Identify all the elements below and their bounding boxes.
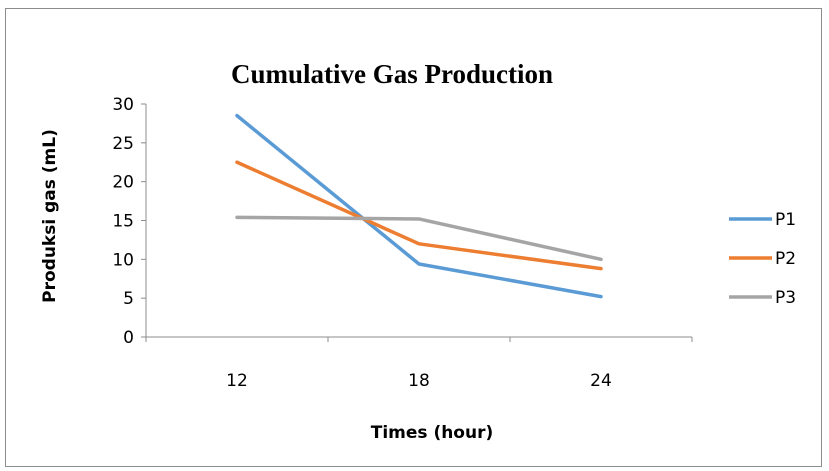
chart-title: Cumulative Gas Production — [231, 59, 553, 89]
y-tick-label: 25 — [112, 134, 134, 154]
y-axis-label: Produksi gas (mL) — [40, 129, 60, 303]
y-tick-label: 0 — [123, 328, 134, 348]
y-tick-label: 30 — [112, 95, 134, 115]
series-line-p1 — [235, 113, 603, 299]
y-tick-label: 20 — [112, 173, 134, 193]
x-tick-label: 24 — [590, 371, 612, 391]
legend-label-p3: P3 — [775, 288, 796, 308]
series-lines — [235, 113, 603, 299]
x-tick-label: 12 — [226, 371, 248, 391]
series-line-p2 — [235, 160, 603, 271]
x-tick-label: 18 — [408, 371, 430, 391]
legend: P1 P2 P3 — [729, 210, 796, 308]
y-tick-label: 10 — [112, 250, 134, 270]
chart-frame — [5, 8, 822, 467]
series-line-p3 — [235, 215, 603, 262]
x-axis-label: Times (hour) — [371, 423, 494, 443]
x-axis-ticks: 12 18 24 — [145, 337, 693, 391]
legend-label-p2: P2 — [775, 249, 796, 269]
y-tick-label: 15 — [112, 212, 134, 232]
y-axis-ticks: 0 5 10 15 20 25 30 — [112, 95, 146, 348]
legend-label-p1: P1 — [775, 210, 796, 230]
y-tick-label: 5 — [123, 289, 134, 309]
